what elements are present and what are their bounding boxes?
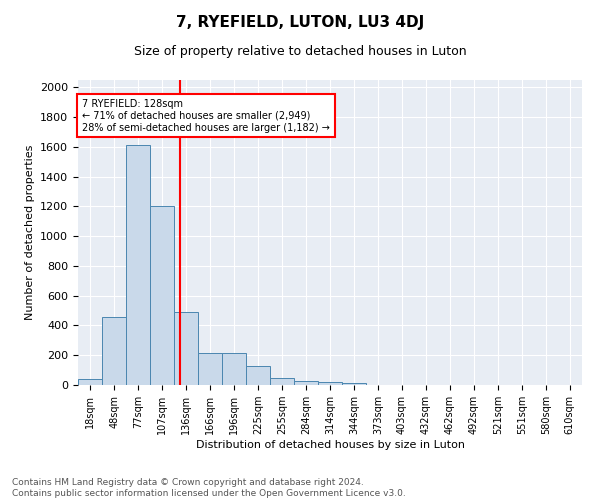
Bar: [174, 312, 199, 385]
Bar: [246, 366, 270, 385]
Bar: [199, 353, 222, 385]
Bar: [342, 383, 366, 385]
Bar: [78, 379, 103, 385]
Bar: [126, 146, 151, 385]
Y-axis label: Number of detached properties: Number of detached properties: [25, 145, 35, 320]
Bar: [222, 353, 246, 385]
Bar: [294, 380, 318, 385]
Bar: [103, 316, 126, 385]
Bar: [151, 206, 174, 385]
X-axis label: Distribution of detached houses by size in Luton: Distribution of detached houses by size …: [196, 440, 464, 450]
Text: 7, RYEFIELD, LUTON, LU3 4DJ: 7, RYEFIELD, LUTON, LU3 4DJ: [176, 15, 424, 30]
Text: Size of property relative to detached houses in Luton: Size of property relative to detached ho…: [134, 45, 466, 58]
Bar: [270, 378, 294, 385]
Text: 7 RYEFIELD: 128sqm
← 71% of detached houses are smaller (2,949)
28% of semi-deta: 7 RYEFIELD: 128sqm ← 71% of detached hou…: [82, 100, 330, 132]
Text: Contains HM Land Registry data © Crown copyright and database right 2024.
Contai: Contains HM Land Registry data © Crown c…: [12, 478, 406, 498]
Bar: [318, 382, 342, 385]
